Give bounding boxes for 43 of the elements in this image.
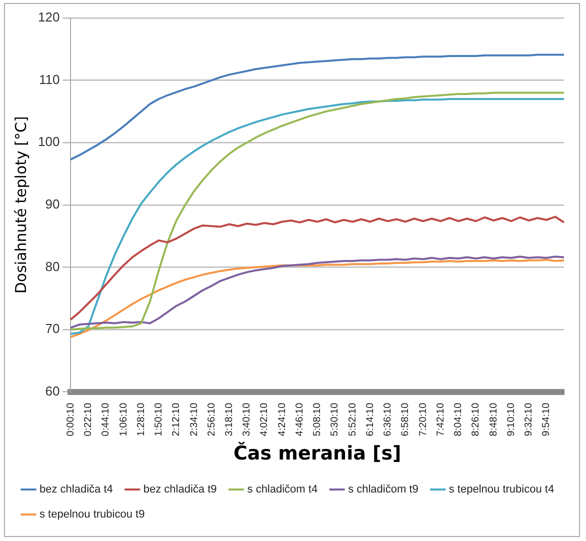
y-axis-title: Dosiahnuté teploty [°C] [12, 116, 30, 294]
x-tick-label: 0:22:10 [83, 402, 94, 436]
y-tick-label: 60 [45, 383, 60, 398]
x-tick-label: 0:00:10 [65, 402, 76, 436]
y-tick-label: 110 [38, 72, 60, 87]
x-tick-label: 2:12:10 [171, 402, 182, 436]
x-tick-label: 3:18:10 [224, 402, 236, 436]
legend-label: s tepelnou trubicou t9 [40, 508, 145, 521]
y-tick-label: 80 [45, 258, 60, 274]
x-tick-label: 7:42:10 [435, 402, 446, 436]
legend-label: s chladičom t4 [247, 484, 318, 496]
x-tick-label: 8:04:10 [453, 402, 464, 436]
x-tick-label: 1:06:10 [118, 402, 130, 436]
x-tick-label: 0:44:10 [100, 402, 112, 436]
x-tick-label: 1:50:10 [154, 402, 165, 436]
x-tick-label: 6:36:10 [382, 402, 394, 436]
y-tick-label: 70 [45, 321, 60, 336]
x-tick-label: 3:40:10 [242, 402, 253, 436]
x-tick-label: 1:28:10 [136, 402, 147, 436]
x-tick-label: 9:54:10 [541, 402, 552, 436]
x-tick-label: 4:02:10 [259, 402, 270, 436]
x-tick-label: 2:34:10 [188, 402, 200, 436]
x-tick-label: 4:46:10 [294, 402, 306, 436]
x-axis-title: Čas merania [s] [233, 442, 402, 465]
legend-label: s chladičom t9 [348, 484, 418, 496]
x-tick-label: 5:30:10 [330, 402, 341, 436]
y-tick-label: 100 [38, 134, 60, 150]
x-tick-label: 5:52:10 [347, 402, 358, 436]
x-tick-label: 5:08:10 [312, 402, 324, 436]
x-tick-label: 9:32:10 [524, 402, 535, 436]
x-tick-label: 8:48:10 [488, 402, 500, 436]
x-tick-label: 6:58:10 [400, 402, 412, 436]
legend-label: s tepelnou trubicou t4 [448, 484, 554, 496]
x-tick-label: 9:10:10 [506, 402, 517, 436]
x-tick-label: 2:56:10 [206, 402, 218, 436]
legend-label: bez chladiča t4 [40, 484, 113, 496]
legend-label: bez chladiča t9 [143, 484, 217, 496]
x-tick-label: 4:24:10 [276, 402, 288, 436]
x-tick-label: 7:20:10 [418, 402, 429, 436]
x-tick-label: 8:26:10 [470, 402, 482, 436]
y-tick-label: 90 [45, 196, 60, 212]
y-tick-label: 120 [38, 10, 60, 25]
x-tick-label: 6:14:10 [364, 402, 376, 436]
